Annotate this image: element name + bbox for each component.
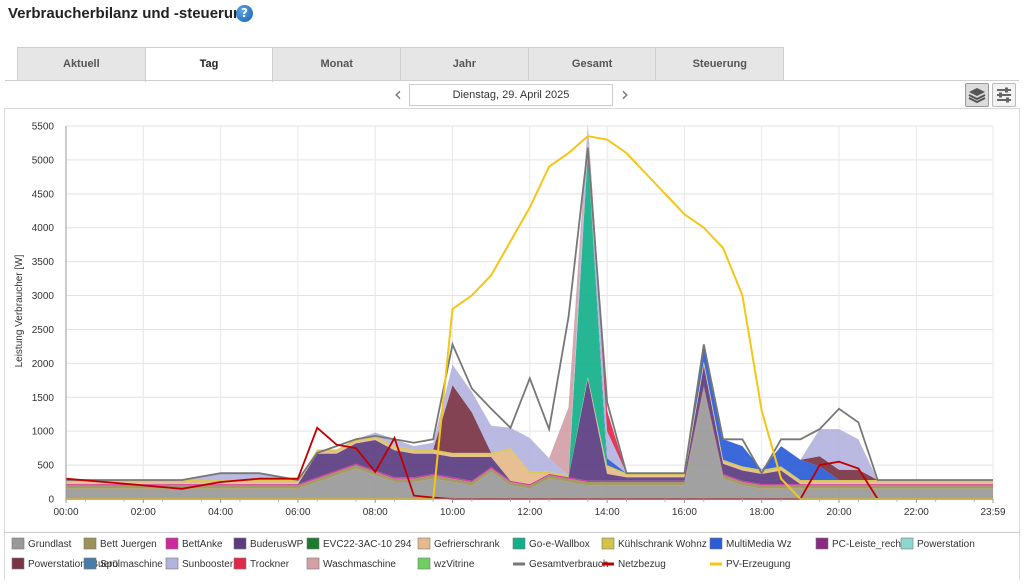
legend-item-label: BuderusWP: [250, 539, 304, 550]
tab-steuerung[interactable]: Steuerung: [655, 47, 785, 81]
legend-swatch: [900, 537, 914, 550]
chart-frame: [4, 108, 1020, 580]
legend-item-label: EVC22-3AC-10 294: [323, 539, 412, 550]
legend-swatch: [233, 557, 247, 570]
legend-items: Grundlast Bett Juergen BettAnke BuderusWP EV…: [11, 537, 975, 570]
sliders-icon: [997, 87, 1011, 103]
date-field[interactable]: Dienstag, 29. April 2025: [409, 84, 613, 106]
legend-swatch: [306, 557, 320, 570]
layers-icon: [968, 88, 986, 104]
legend-item-label: Sunbooster: [182, 559, 234, 570]
question-circle-icon[interactable]: ?: [236, 5, 253, 22]
legend-item-label: wzVitrine: [433, 559, 475, 570]
legend-swatch: [306, 537, 320, 550]
legend-item-label: Gesamtverbrauch: [529, 559, 608, 570]
legend-swatch: [815, 537, 829, 550]
legend-item-label: Kühlschrank Wohnz: [618, 539, 707, 550]
legend-item-label: Waschmaschine: [323, 559, 396, 570]
legend-swatch: [83, 537, 97, 550]
legend-item-label: Netzbezug: [618, 559, 666, 570]
legend-swatch: [601, 537, 615, 550]
tab-monat[interactable]: Monat: [272, 47, 402, 81]
legend-item-label: PC-Leiste_rechts: [832, 539, 909, 550]
legend-item-label: Go-e-Wallbox: [529, 539, 590, 550]
legend-item-label: Spülmaschine: [100, 559, 163, 570]
tab-divider: [5, 80, 1019, 81]
legend-swatch: [165, 557, 179, 570]
legend-swatch: [233, 537, 247, 550]
legend-item-label: BettAnke: [182, 539, 223, 550]
legend-item-label: Trockner: [250, 559, 290, 570]
legend-item-label: Grundlast: [28, 539, 72, 550]
tab-jahr[interactable]: Jahr: [400, 47, 529, 81]
legend-item-label: Bett Juergen: [100, 539, 157, 550]
legend-swatch: [83, 557, 97, 570]
tab-bar: Aktuell Tag Monat Jahr Gesamt Steuerung: [17, 47, 785, 82]
stacked-view-button[interactable]: [965, 83, 989, 107]
legend-swatch: [417, 557, 431, 570]
legend-swatch: [417, 537, 431, 550]
tab-gesamt[interactable]: Gesamt: [527, 47, 657, 81]
tab-aktuell[interactable]: Aktuell: [17, 47, 146, 81]
legend-item-label: MultiMedia Wz: [726, 539, 792, 550]
legend-swatch: [709, 537, 723, 550]
legend-swatch: [512, 537, 526, 550]
chevron-left-icon[interactable]: ‹: [394, 82, 402, 106]
legend-item-label: Powerstation_Buero: [28, 559, 118, 570]
chart-legend: Grundlast Bett Juergen BettAnke BuderusWP EV…: [4, 532, 1020, 580]
legend-swatch: [11, 537, 25, 550]
list-view-button[interactable]: [992, 83, 1016, 107]
legend-item-label: Gefrierschrank: [434, 539, 501, 550]
legend-swatch: [11, 557, 25, 570]
chevron-right-icon[interactable]: ›: [621, 82, 629, 106]
date-navigation: ‹ Dienstag, 29. April 2025 ›: [0, 83, 1024, 107]
legend-swatch: [165, 537, 179, 550]
legend-item-label: Powerstation: [917, 539, 975, 550]
page-title: Verbraucherbilanz und -steuerung: [8, 5, 252, 22]
legend-item-label: PV-Erzeugung: [726, 559, 791, 570]
tab-tag[interactable]: Tag: [144, 47, 274, 82]
